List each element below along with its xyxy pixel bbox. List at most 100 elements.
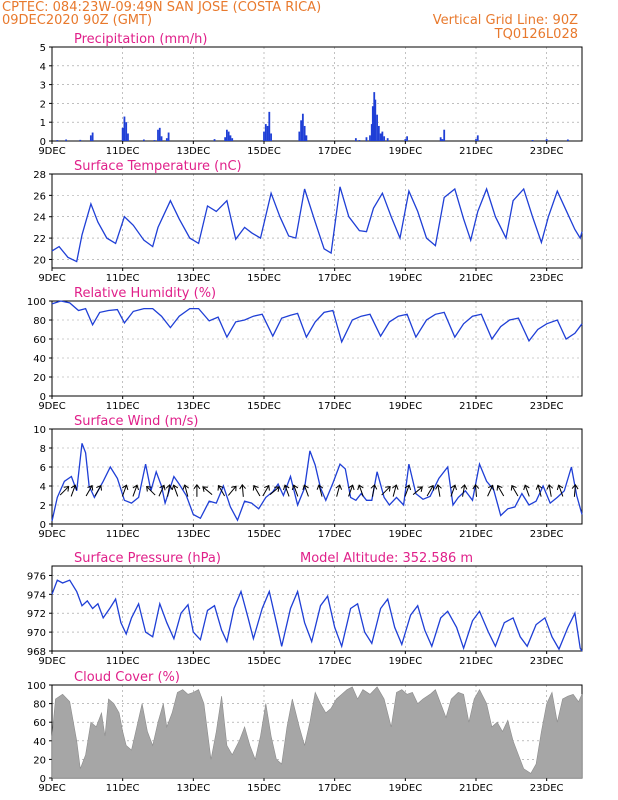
wind-arrow-shaft: [318, 484, 323, 497]
wind-direction-arrow: [357, 484, 364, 497]
cloud-cover-area: [51, 686, 583, 779]
wind-direction-arrow: [132, 484, 139, 497]
precipitation-y-tick: 0: [40, 137, 46, 148]
wind-direction-arrow: [262, 484, 270, 497]
wind-arrow-shaft: [284, 484, 290, 497]
pressure-title: Surface Pressure (hPa): [74, 551, 221, 566]
wind-direction-arrow: [523, 484, 530, 497]
temperature-x-tick: 15DEC: [247, 273, 281, 284]
humidity-y-tick: 60: [33, 335, 46, 346]
temperature-x-tick: 11DEC: [106, 273, 140, 284]
humidity-y-tick: 100: [27, 297, 46, 308]
pressure-model-altitude: Model Altitude: 352.586 m: [300, 551, 473, 566]
precipitation-bar: [121, 127, 124, 141]
precipitation-bar: [56, 140, 59, 141]
precipitation-bar: [89, 135, 92, 141]
wind-direction-arrow: [182, 484, 189, 497]
wind-direction-arrow: [193, 483, 201, 497]
cloud-cover-x-tick: 11DEC: [106, 783, 140, 794]
temperature-series-line: [51, 186, 583, 263]
wind-direction-arrow: [556, 484, 564, 497]
pressure-y-tick: 968: [27, 647, 46, 658]
humidity-title: Relative Humidity (%): [74, 286, 216, 301]
wind-arrow-head: [392, 484, 399, 490]
chart-panels: Precipitation (mm/h) 0 1 2 3 4 5 9DEC 11DEC 13DEC…: [27, 32, 583, 794]
wind-direction-arrow: [571, 483, 579, 497]
precipitation-bar: [165, 138, 168, 141]
wind-arrow-shaft: [426, 485, 434, 497]
wind-arrow-head: [535, 484, 543, 490]
wind-arrow-shaft: [85, 485, 93, 497]
wind-direction-arrow: [381, 485, 391, 496]
precipitation-bar: [270, 133, 272, 141]
pressure-x-tick: 9DEC: [38, 656, 65, 667]
cloud-cover-x-tick: 19DEC: [388, 783, 422, 794]
wind-x-tick: 13DEC: [176, 529, 210, 540]
wind-arrow-head: [239, 483, 246, 490]
wind-arrow-head: [472, 483, 480, 490]
wind-arrow-shaft: [59, 486, 69, 496]
precipitation-bar: [127, 133, 129, 141]
precipitation-bar: [476, 135, 479, 141]
precipitation-bar: [158, 127, 161, 141]
wind-arrow-shaft: [548, 484, 552, 497]
temperature-panel: Surface Temperature (nC) 20 22 24 26 28 9DEC 11…: [33, 159, 583, 284]
header-run-date: 09DEC2020 90Z (GMT): [2, 13, 152, 28]
wind-arrow-head: [165, 484, 173, 490]
precipitation-y-tick: 4: [40, 62, 46, 73]
wind-arrow-shaft: [474, 484, 478, 497]
wind-arrow-shaft: [253, 485, 261, 497]
humidity-x-tick: 13DEC: [176, 401, 210, 412]
cloud-cover-x-tick: 21DEC: [459, 783, 493, 794]
temperature-x-tick: 13DEC: [176, 273, 210, 284]
temperature-x-tick: 19DEC: [388, 273, 422, 284]
wind-direction-arrow: [348, 484, 355, 497]
wind-direction-arrow: [412, 486, 423, 496]
wind-arrow-head: [274, 486, 280, 492]
temperature-x-tick: 9DEC: [38, 273, 65, 284]
wind-direction-arrow: [94, 484, 102, 497]
precipitation-bar: [213, 139, 216, 141]
precipitation-bar: [65, 139, 68, 141]
temperature-x-tick: 21DEC: [459, 273, 493, 284]
wind-arrow-head: [252, 484, 259, 491]
humidity-series-line: [51, 300, 583, 344]
humidity-y-tick: 40: [33, 354, 46, 365]
wind-direction-arrow: [392, 484, 399, 497]
precipitation-bar: [354, 138, 357, 141]
wind-arrow-shaft: [167, 484, 171, 497]
pressure-x-tick: 15DEC: [247, 656, 281, 667]
precipitation-bar: [298, 131, 301, 141]
precipitation-bar: [439, 137, 442, 141]
pressure-x-tick: 21DEC: [459, 656, 493, 667]
precipitation-bar: [376, 114, 378, 141]
wind-arrow-head: [121, 484, 129, 491]
wind-series-line: [51, 443, 583, 522]
wind-direction-arrow: [316, 484, 324, 497]
wind-direction-arrow: [146, 485, 156, 496]
wind-arrow-head: [404, 484, 412, 491]
precipitation-x-tick: 15DEC: [247, 146, 281, 157]
wind-arrow-shaft: [392, 484, 397, 497]
wind-x-tick: 15DEC: [247, 529, 281, 540]
temperature-y-tick: 26: [33, 191, 46, 202]
wind-arrow-shaft: [303, 484, 309, 497]
wind-arrow-shaft: [348, 484, 354, 497]
cloud-cover-y-tick: 100: [27, 681, 46, 692]
wind-arrow-shaft: [202, 486, 213, 496]
wind-direction-arrow: [404, 484, 412, 497]
wind-arrow-head: [348, 484, 355, 491]
wind-y-tick: 8: [40, 444, 46, 455]
wind-arrow-head: [70, 484, 78, 491]
wind-direction-arrow: [217, 484, 226, 497]
cloud-cover-x-tick: 15DEC: [247, 783, 281, 794]
precipitation-bar: [263, 131, 265, 141]
cloud-cover-y-tick: 40: [33, 737, 46, 748]
wind-direction-arrow: [158, 484, 166, 497]
wind-arrow-shaft: [487, 485, 494, 497]
precipitation-bar: [300, 120, 302, 141]
wind-x-tick: 21DEC: [459, 529, 493, 540]
temperature-frame: [51, 173, 583, 269]
cloud-cover-title: Cloud Cover (%): [74, 670, 180, 685]
wind-y-tick: 0: [40, 520, 46, 531]
